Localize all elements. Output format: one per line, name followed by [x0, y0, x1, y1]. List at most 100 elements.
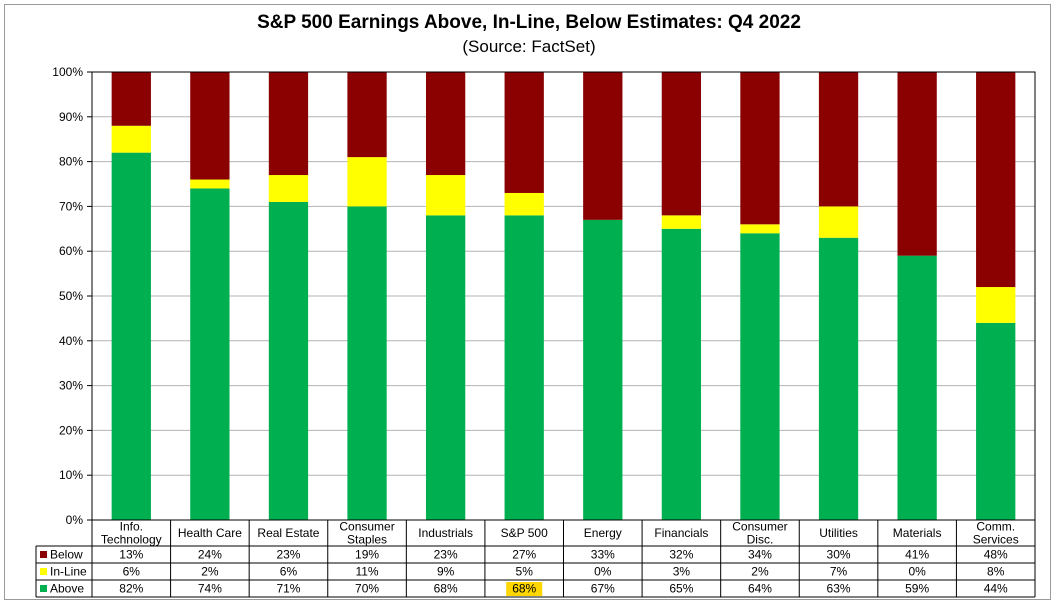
bar-below	[661, 72, 702, 216]
axes: 0% 10% 20% 30% 40% 50% 60% 70% 80% 90% 100%	[52, 65, 1036, 527]
table-cell: 13%	[119, 548, 143, 562]
bar-below	[504, 72, 544, 193]
bar-above	[897, 255, 937, 520]
bar-above	[504, 215, 544, 521]
bar-above	[347, 206, 387, 520]
bar-below	[583, 72, 623, 220]
y-tick-label: 70%	[59, 199, 83, 213]
highlight-cell	[506, 582, 543, 596]
table-cell: 70%	[355, 582, 379, 596]
category-label: Comm.	[976, 520, 1015, 534]
y-tick-label: 50%	[59, 289, 83, 303]
category-label: Consumer	[732, 520, 787, 534]
table-cell: 65%	[669, 582, 693, 596]
table-cell: 59%	[905, 582, 929, 596]
legend-label: In-Line	[50, 565, 87, 579]
bar-in-line	[976, 287, 1016, 323]
table-cell: 30%	[827, 548, 851, 562]
y-tick-label: 60%	[59, 244, 83, 258]
table-cell: 23%	[434, 548, 458, 562]
table-cell: 33%	[591, 548, 615, 562]
y-tick-label: 40%	[59, 334, 83, 348]
legend-label: Below	[50, 548, 83, 562]
table-cell: 7%	[830, 565, 848, 579]
table-cell: 34%	[748, 548, 772, 562]
bar-below	[190, 72, 230, 180]
table-cell: 6%	[123, 565, 141, 579]
table-cell: 44%	[984, 582, 1008, 596]
category-label: Consumer	[339, 520, 394, 534]
chart-subtitle: (Source: FactSet)	[462, 37, 595, 56]
bar-above	[111, 152, 151, 520]
legend-key-below	[40, 551, 47, 558]
gridlines	[92, 71, 1035, 476]
y-tick-label: 0%	[66, 513, 84, 527]
bars	[111, 72, 1016, 521]
bar-below	[425, 72, 466, 176]
legend-key-above	[40, 585, 47, 592]
y-tick-label: 30%	[59, 379, 83, 393]
category-label: Real Estate	[257, 526, 319, 540]
table-cell: 24%	[198, 548, 222, 562]
y-tick-label: 80%	[59, 155, 83, 169]
bar-below	[347, 72, 387, 158]
table-cell: 9%	[437, 565, 455, 579]
bar-above	[425, 215, 466, 521]
bar-above	[976, 322, 1016, 520]
category-label: Health Care	[178, 526, 242, 540]
bar-in-line	[347, 157, 387, 207]
bar-above	[740, 233, 780, 520]
bar-below	[268, 72, 309, 176]
y-tick-label: 20%	[59, 423, 83, 437]
table-cell: 8%	[987, 565, 1005, 579]
table-cell: 71%	[276, 582, 300, 596]
table-cell: 68%	[512, 582, 536, 596]
table-cell: 41%	[905, 548, 929, 562]
bar-in-line	[504, 192, 544, 216]
category-label: Materials	[893, 526, 942, 540]
table-cell: 3%	[673, 565, 691, 579]
bar-in-line	[818, 206, 859, 238]
bar-below	[111, 72, 151, 126]
bar-below	[897, 72, 937, 256]
table-cell: 0%	[594, 565, 612, 579]
table-cell: 67%	[591, 582, 615, 596]
table-cell: 82%	[119, 582, 143, 596]
legend-label: Above	[50, 582, 84, 596]
table-cell: 68%	[434, 582, 458, 596]
category-label: Staples	[347, 533, 387, 547]
category-label: Info.	[120, 520, 143, 534]
y-tick-label: 100%	[52, 65, 83, 79]
data-table: Info.Technology Health Care Real Estate Con…	[35, 519, 1036, 598]
category-label: Energy	[584, 526, 622, 540]
y-tick-label: 90%	[59, 110, 83, 124]
category-label: Industrials	[418, 526, 473, 540]
category-label: Technology	[101, 533, 162, 547]
table-cell: 27%	[512, 548, 536, 562]
category-label: S&P 500	[501, 526, 548, 540]
category-label: Utilities	[819, 526, 858, 540]
bar-below	[818, 72, 859, 207]
table-cell: 19%	[355, 548, 379, 562]
bar-in-line	[425, 175, 466, 216]
category-label: Services	[973, 533, 1019, 547]
table-cell: 5%	[516, 565, 534, 579]
bar-below	[976, 72, 1016, 288]
table-cell: 63%	[827, 582, 851, 596]
table-cell: 32%	[669, 548, 693, 562]
bar-in-line	[190, 179, 230, 189]
category-label: Financials	[654, 526, 708, 540]
table-cell: 64%	[748, 582, 772, 596]
table-cell: 48%	[984, 548, 1008, 562]
bar-in-line	[661, 215, 702, 229]
bar-above	[190, 188, 230, 521]
legend-key-in-line	[40, 568, 47, 575]
table-cell: 0%	[908, 565, 926, 579]
bar-in-line	[268, 175, 309, 202]
y-tick-label: 10%	[59, 468, 83, 482]
bar-in-line	[111, 125, 151, 153]
bar-above	[268, 201, 309, 521]
table-cell: 74%	[198, 582, 222, 596]
bar-above	[661, 228, 702, 521]
